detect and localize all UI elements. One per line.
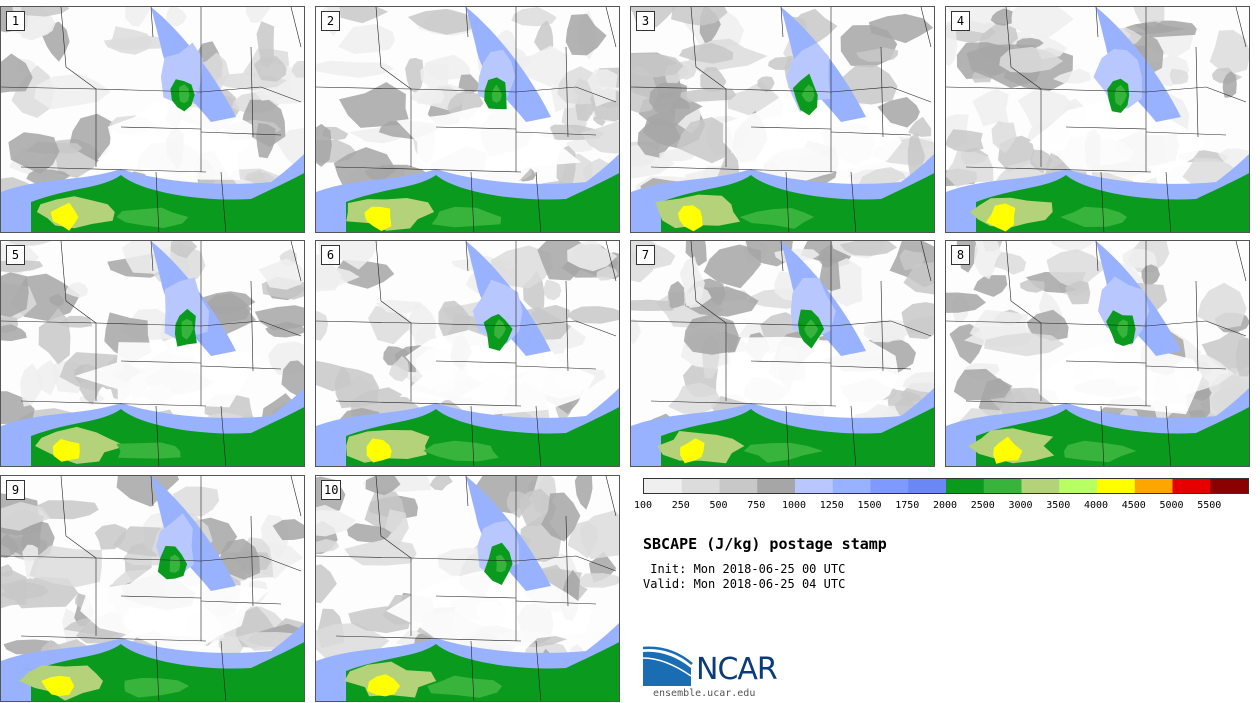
colorbar-tick-label: 3000 — [1008, 500, 1033, 511]
colorbar-tick-label: 2500 — [970, 500, 995, 511]
org-url: ensemble.ucar.edu — [653, 688, 756, 699]
member-panel: 4 — [945, 6, 1250, 233]
colorbar-swatch — [719, 479, 758, 493]
colorbar-swatch — [1059, 479, 1098, 493]
cape-map — [316, 241, 619, 466]
colorbar-swatch — [946, 479, 985, 493]
member-number: 9 — [6, 480, 25, 500]
member-panel: 10 — [315, 475, 620, 702]
colorbar-swatch — [832, 479, 871, 493]
cape-map — [1, 476, 304, 701]
cape-map — [631, 241, 934, 466]
colorbar-tick-label: 2000 — [932, 500, 958, 511]
colorbar-tick-label: 1500 — [857, 500, 882, 511]
colorbar-swatch — [908, 479, 947, 493]
member-number: 8 — [951, 245, 970, 265]
init-time: Init: Mon 2018-06-25 00 UTC — [650, 562, 846, 576]
member-panel: 2 — [315, 6, 620, 233]
colorbar-tick-label: 100 — [633, 500, 653, 511]
cape-map — [631, 7, 934, 232]
member-panel: 7 — [630, 240, 935, 467]
cape-map — [1, 241, 304, 466]
member-number: 1 — [6, 11, 25, 31]
cape-map — [1, 7, 304, 232]
colorbar — [643, 478, 1249, 494]
colorbar-swatch — [1172, 479, 1211, 493]
member-number: 3 — [636, 11, 655, 31]
member-number: 5 — [6, 245, 25, 265]
member-number: 4 — [951, 11, 970, 31]
chart-title: SBCAPE (J/kg) postage stamp — [643, 535, 887, 553]
colorbar-tick-label: 1250 — [819, 500, 844, 511]
cape-map — [946, 7, 1249, 232]
ncar-logo-icon — [643, 646, 693, 686]
member-number: 2 — [321, 11, 340, 31]
colorbar-swatch — [644, 479, 683, 493]
colorbar-tick-label: 4500 — [1121, 500, 1146, 511]
member-number: 10 — [321, 480, 342, 500]
colorbar-swatch — [870, 479, 909, 493]
member-panel: 9 — [0, 475, 305, 702]
colorbar-tick-label: 4000 — [1083, 500, 1109, 511]
member-panel: 6 — [315, 240, 620, 467]
cape-map — [946, 241, 1249, 466]
cape-map — [316, 476, 619, 701]
colorbar-swatch — [983, 479, 1022, 493]
colorbar-tick-label: 1750 — [895, 500, 920, 511]
ncar-logo: NCAR ensemble.ucar.edu — [643, 646, 803, 699]
colorbar-swatch — [795, 479, 834, 493]
colorbar-tick-label: 250 — [671, 500, 690, 511]
member-number: 7 — [636, 245, 655, 265]
colorbar-tick-label: 1000 — [781, 500, 807, 511]
colorbar-tick-label: 500 — [709, 500, 728, 511]
colorbar-swatch — [1210, 479, 1249, 493]
member-number: 6 — [321, 245, 340, 265]
member-panel: 8 — [945, 240, 1250, 467]
colorbar-swatch — [681, 479, 720, 493]
cape-map — [316, 7, 619, 232]
colorbar-swatch — [1097, 479, 1136, 493]
valid-time: Valid: Mon 2018-06-25 04 UTC — [643, 577, 846, 591]
colorbar-tick-label: 750 — [747, 500, 766, 511]
org-name: NCAR — [696, 652, 778, 687]
colorbar-swatch — [1021, 479, 1060, 493]
member-panel: 3 — [630, 6, 935, 233]
colorbar-swatch — [757, 479, 796, 493]
colorbar-swatch — [1134, 479, 1173, 493]
member-panel: 1 — [0, 6, 305, 233]
member-panel: 5 — [0, 240, 305, 467]
colorbar-tick-label: 5000 — [1159, 500, 1184, 511]
colorbar-tick-label: 5500 — [1197, 500, 1222, 511]
colorbar-tick-label: 3500 — [1046, 500, 1071, 511]
